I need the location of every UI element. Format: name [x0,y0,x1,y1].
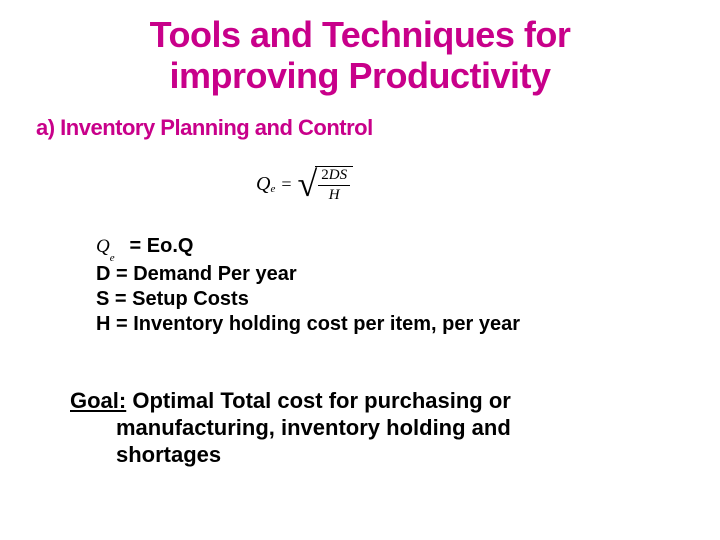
def-h: H = Inventory holding cost per item, per… [96,312,520,337]
def-d: D = Demand Per year [96,262,520,287]
slide-title: Tools and Techniques for improving Produ… [0,0,720,97]
goal-line-1: Optimal Total cost for purchasing or [126,388,511,413]
equals-sign: = [281,174,291,195]
goal-line-3: shortages [70,442,660,469]
def-eoq: Qe = Eo.Q [96,234,520,262]
goal-statement: Goal: Optimal Total cost for purchasing … [70,388,660,468]
formula-lhs-symbol: Q [256,173,270,196]
radical-icon: √ [298,168,318,205]
goal-line-2: manufacturing, inventory holding and [70,415,660,442]
fraction-numerator: 2DS [318,167,350,186]
title-line-1: Tools and Techniques for [0,14,720,55]
title-line-2: improving Productivity [0,55,720,96]
square-root: √ 2DS H [298,166,354,203]
goal-label: Goal: [70,388,126,413]
variable-definitions: Qe = Eo.Q D = Demand Per year S = Setup … [96,234,520,337]
eoq-formula: Q e = √ 2DS H [256,166,353,203]
formula-lhs-subscript: e [270,183,275,195]
section-heading: a) Inventory Planning and Control [36,115,720,141]
def-s: S = Setup Costs [96,287,520,312]
fraction-denominator: H [318,186,350,204]
